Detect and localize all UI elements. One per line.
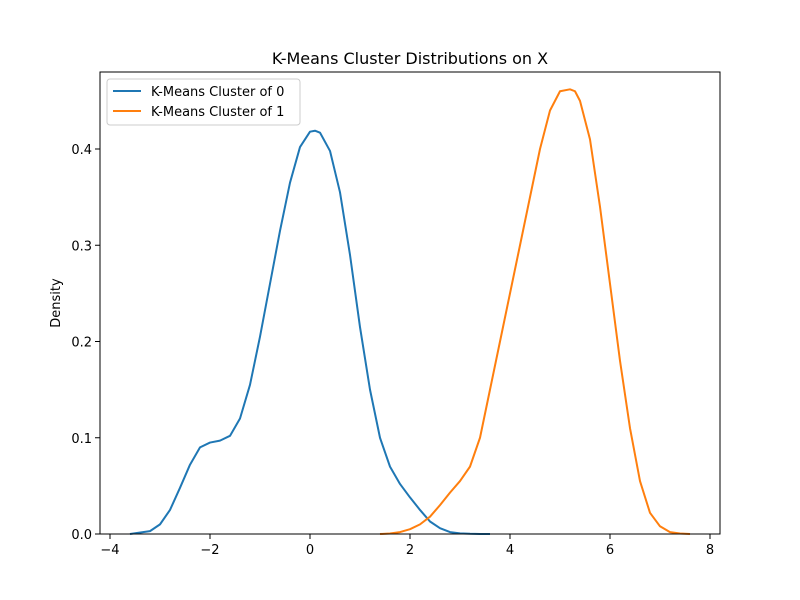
legend-box xyxy=(106,78,301,126)
x-axis: −4 −2 0 2 4 6 8 xyxy=(100,534,714,558)
series-line-cluster-1 xyxy=(379,88,691,535)
x-tick-label: 8 xyxy=(706,543,714,558)
y-tick-label: 0.1 xyxy=(71,432,92,447)
y-axis: 0.0 0.1 0.2 0.3 0.4 xyxy=(71,143,100,543)
y-axis-label: Density xyxy=(49,278,64,328)
chart-title: K-Means Cluster Distributions on X xyxy=(272,49,548,68)
y-tick-label: 0.3 xyxy=(71,239,92,254)
y-tick-label: 0.0 xyxy=(71,528,92,543)
x-tick-label: 4 xyxy=(506,543,514,558)
x-tick-label: 6 xyxy=(606,543,614,558)
series-layer xyxy=(129,88,691,535)
y-tick-label: 0.2 xyxy=(71,336,92,351)
legend: K-Means Cluster of 0 K-Means Cluster of … xyxy=(106,78,301,126)
x-tick-label: 0 xyxy=(306,543,314,558)
series-line-cluster-0 xyxy=(129,129,491,535)
legend-label-cluster-1: K-Means Cluster of 1 xyxy=(151,105,284,120)
legend-label-cluster-0: K-Means Cluster of 0 xyxy=(151,85,284,100)
x-tick-label: 2 xyxy=(406,543,414,558)
x-tick-label: −2 xyxy=(200,543,219,558)
x-tick-label: −4 xyxy=(100,543,119,558)
y-tick-label: 0.4 xyxy=(71,143,92,158)
